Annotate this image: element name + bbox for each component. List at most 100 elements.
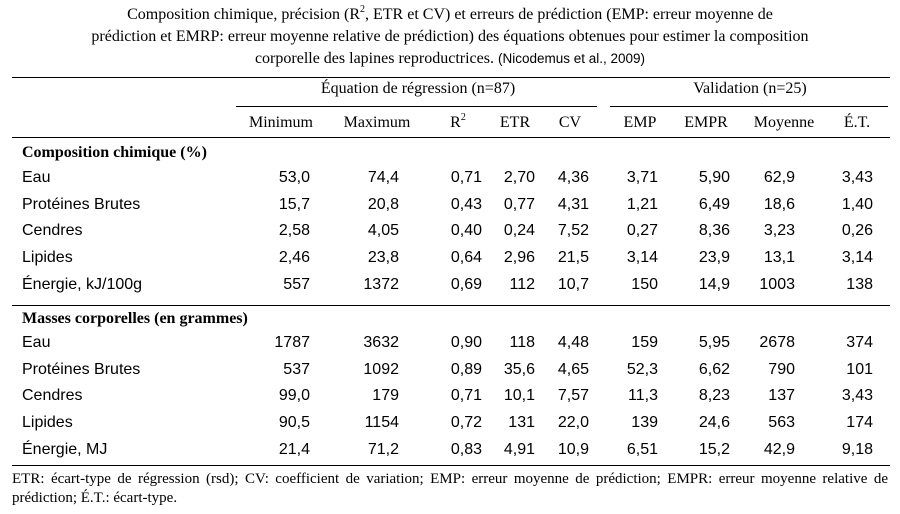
cell-empr: 6,62 <box>698 360 730 378</box>
cell-maximum: 71,2 <box>367 440 399 458</box>
cell-empr: 23,9 <box>698 249 730 267</box>
row-label: Cendres <box>22 222 83 240</box>
row-label: Eau <box>22 334 51 351</box>
cell-etr: 35,6 <box>503 360 535 378</box>
row-label: Eau <box>22 169 51 186</box>
cell-cv: 10,7 <box>557 275 589 293</box>
col-header-cv: CV <box>558 114 582 131</box>
caption-line-3: corporelle des lapines reproductrices. (… <box>254 50 646 67</box>
cell-maximum: 23,8 <box>367 249 399 267</box>
table-row: Cendres 2,58 4,05 0,40 0,24 7,52 0,27 8,36 3,23 0… <box>0 218 900 244</box>
cell-empr: 5,90 <box>698 169 730 186</box>
cell-emp: 11,3 <box>628 387 658 405</box>
table-row: Lipides 2,46 23,8 0,64 2,96 21,5 3,14 23,9 13,1 3… <box>0 245 900 271</box>
table-row: Lipides 90,5 1154 0,72 131 22,0 139 24,6 563 174 <box>0 410 900 436</box>
cell-emp: 139 <box>631 414 658 432</box>
cell-maximum: 3632 <box>363 334 399 351</box>
cell-moyenne: 137 <box>768 387 795 405</box>
cell-cv: 4,31 <box>557 195 589 213</box>
cell-minimum: 99,0 <box>278 387 310 405</box>
cell-etr: 131 <box>508 414 535 432</box>
cell-et: 9,18 <box>841 440 873 458</box>
caption-line-2: prédiction et EMRP: erreur moyenne relat… <box>91 28 809 45</box>
cell-maximum: 1092 <box>363 360 399 378</box>
cell-emp: 3,14 <box>626 249 658 267</box>
section-title-composition: Composition chimique (%) <box>22 144 207 161</box>
cell-moyenne: 18,6 <box>763 195 795 213</box>
cell-maximum: 1154 <box>364 414 399 432</box>
cell-r2: 0,69 <box>450 275 482 293</box>
cell-et: 174 <box>846 414 873 432</box>
row-label: Lipides <box>22 414 73 432</box>
table-row: Protéines Brutes 537 1092 0,89 35,6 4,65 52,3 6… <box>0 357 900 383</box>
row-label: Lipides <box>22 249 73 267</box>
group-rule-validation <box>610 106 888 107</box>
group-header-validation: Validation (n=25) <box>693 80 807 97</box>
cell-et: 3,14 <box>841 249 873 267</box>
cell-r2: 0,64 <box>450 249 482 267</box>
cell-r2: 0,89 <box>450 360 482 378</box>
cell-moyenne: 790 <box>768 360 795 378</box>
cell-maximum: 20,8 <box>367 195 399 213</box>
cell-cv: 4,48 <box>557 334 589 351</box>
cell-minimum: 2,46 <box>278 249 310 267</box>
cell-maximum: 4,05 <box>367 222 399 240</box>
cell-et: 374 <box>846 334 873 351</box>
cell-minimum: 2,58 <box>278 222 310 240</box>
cell-emp: 52,3 <box>626 360 658 378</box>
group-rule-regression <box>236 106 597 107</box>
row-label: Protéines Brutes <box>22 360 141 378</box>
col-header-minimum: Minimum <box>248 114 314 131</box>
cell-emp: 159 <box>631 334 658 351</box>
table-row: Eau 1787 3632 0,90 118 4,48 159 5,95 2678 374 <box>0 330 900 356</box>
col-header-r2: R2 <box>450 112 466 132</box>
cell-r2: 0,43 <box>450 195 482 213</box>
cell-etr: 0,77 <box>503 195 535 213</box>
table-row: Eau 53,0 74,4 0,71 2,70 4,36 3,71 5,90 62,9 3,43 <box>0 165 900 191</box>
cell-et: 1,40 <box>841 195 873 213</box>
cell-etr: 0,24 <box>503 222 535 240</box>
cell-r2: 0,71 <box>450 169 482 186</box>
cell-etr: 112 <box>509 275 535 293</box>
cell-empr: 8,36 <box>698 222 730 240</box>
table-row: Cendres 99,0 179 0,71 10,1 7,57 11,3 8,23 137 3,4… <box>0 383 900 409</box>
cell-moyenne: 2678 <box>759 334 795 351</box>
cell-etr: 118 <box>509 334 535 351</box>
cell-etr: 4,91 <box>503 440 535 458</box>
cell-et: 3,43 <box>841 387 873 405</box>
cell-emp: 150 <box>631 275 658 293</box>
cell-moyenne: 62,9 <box>763 169 795 186</box>
cell-moyenne: 1003 <box>759 275 795 293</box>
row-label: Protéines Brutes <box>22 195 141 213</box>
cell-cv: 21,5 <box>557 249 589 267</box>
cell-minimum: 557 <box>283 275 310 293</box>
mid-rule <box>12 305 890 306</box>
row-label: Cendres <box>22 387 83 405</box>
cell-etr: 10,1 <box>503 387 535 405</box>
cell-moyenne: 563 <box>768 414 795 432</box>
group-header-regression: Équation de régression (n=87) <box>320 80 516 97</box>
bottom-rule <box>12 465 890 466</box>
cell-etr: 2,96 <box>503 249 535 267</box>
cell-empr: 14,9 <box>698 275 730 293</box>
col-header-moyenne: Moyenne <box>753 114 815 131</box>
table-row: Énergie, kJ/100g 557 1372 0,69 112 10,7 150 14,… <box>0 272 900 298</box>
cell-cv: 4,36 <box>557 169 589 186</box>
cell-emp: 6,51 <box>626 440 658 458</box>
cell-etr: 2,70 <box>503 169 535 186</box>
cell-r2: 0,83 <box>450 440 482 458</box>
table-row: Énergie, MJ 21,4 71,2 0,83 4,91 10,9 6,51 15,2 4… <box>0 437 900 463</box>
col-header-emp: EMP <box>623 114 657 131</box>
table-row: Protéines Brutes 15,7 20,8 0,43 0,77 4,31 1,21… <box>0 192 900 218</box>
cell-moyenne: 3,23 <box>763 222 795 240</box>
cell-maximum: 74,4 <box>367 169 399 186</box>
col-header-et: É.T. <box>843 114 871 131</box>
cell-empr: 5,95 <box>698 334 730 351</box>
caption-line-1: Composition chimique, précision (R2, ETR… <box>127 4 773 24</box>
cell-r2: 0,71 <box>450 387 482 405</box>
cell-cv: 7,57 <box>557 387 589 405</box>
cell-cv: 7,52 <box>557 222 589 240</box>
cell-cv: 4,65 <box>557 360 589 378</box>
row-label: Énergie, kJ/100g <box>22 275 143 293</box>
cell-et: 101 <box>846 360 873 378</box>
